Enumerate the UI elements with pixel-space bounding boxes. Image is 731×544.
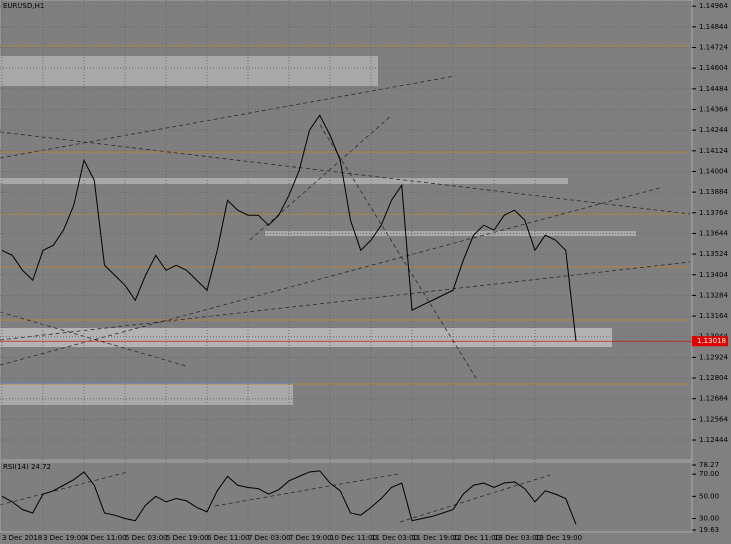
y-tick-label: 1.13524 (699, 250, 728, 258)
x-tick-label: 7 Dec 03:00 (248, 534, 291, 542)
trendline (399, 474, 551, 523)
y-tick-label: 1.14844 (699, 23, 728, 31)
x-tick-label: 3 Dec 19:00 (43, 534, 86, 542)
y-tick-label: 1.14604 (699, 64, 728, 72)
x-tick-label: 5 Dec 03:00 (125, 534, 168, 542)
trendlines (0, 75, 691, 523)
x-tick-label: 13 Dec 19:00 (535, 534, 582, 542)
y-tick-label: 1.14964 (699, 2, 728, 10)
y-tick-label: 1.13884 (699, 188, 728, 196)
zone (0, 56, 378, 86)
y-tick-label: 1.13644 (699, 229, 728, 237)
trendline (0, 471, 129, 506)
y-tick-label: 1.12444 (699, 436, 728, 444)
y-tick-label: 1.12804 (699, 374, 728, 382)
x-tick-label: 13 Dec 03:00 (494, 534, 541, 542)
y-tick-label: 1.14724 (699, 44, 728, 52)
y-tick-label: 1.13284 (699, 291, 728, 299)
y-tick-label: 30.00 (699, 515, 719, 523)
y-tick-label: 50.00 (699, 492, 719, 500)
y-tick-label: 1.14244 (699, 126, 728, 134)
x-tick-label: 6 Dec 11:00 (207, 534, 250, 542)
x-tick-label: 5 Dec 19:00 (166, 534, 209, 542)
y-tick-label: 1.12924 (699, 353, 728, 361)
trendline (0, 311, 187, 367)
x-tick-label: 11 Dec 19:00 (412, 534, 459, 542)
zone (0, 178, 568, 184)
y-tick-label: 1.14364 (699, 105, 728, 113)
y-tick-label: 1.14484 (699, 85, 728, 93)
trendline (249, 114, 393, 241)
trendline (0, 75, 456, 159)
zones (0, 56, 636, 405)
current-price-label: 1.13018 (697, 337, 726, 345)
y-tick-label: 1.13164 (699, 312, 728, 320)
zone (0, 383, 293, 405)
price-line (1, 114, 577, 342)
y-tick-label: 78.27 (699, 461, 719, 469)
y-tick-label: 70.00 (699, 470, 719, 478)
x-tick-label: 4 Dec 11:00 (84, 534, 127, 542)
trendline (0, 131, 691, 215)
y-tick-label: 1.14124 (699, 147, 728, 155)
x-tick-label: 11 Dec 03:00 (371, 534, 418, 542)
trendline (0, 186, 664, 366)
zone (0, 328, 612, 347)
y-tick-label: 1.12564 (699, 415, 728, 423)
y-tick-label: 1.13764 (699, 209, 728, 217)
trendline (0, 261, 691, 341)
y-tick-label: 1.12684 (699, 395, 728, 403)
x-tick-label: 3 Dec 2018 (2, 534, 42, 542)
y-tick-label: 1.14004 (699, 167, 728, 175)
chart-title: EURUSD,H1 (3, 2, 44, 10)
fib-levels (0, 45, 690, 385)
x-tick-label: 10 Dec 11:00 (330, 534, 377, 542)
trendline (214, 473, 399, 507)
y-tick-label: 1.13404 (699, 271, 728, 279)
rsi-title: RSI(14) 24.72 (3, 463, 51, 471)
x-tick-label: 7 Dec 19:00 (289, 534, 332, 542)
trendline (319, 124, 477, 379)
y-tick-label: 19.63 (699, 526, 719, 534)
rsi-panel (0, 461, 693, 533)
x-tick-label: 12 Dec 11:00 (453, 534, 500, 542)
price-line (1, 470, 577, 525)
current-price-box (692, 336, 728, 347)
